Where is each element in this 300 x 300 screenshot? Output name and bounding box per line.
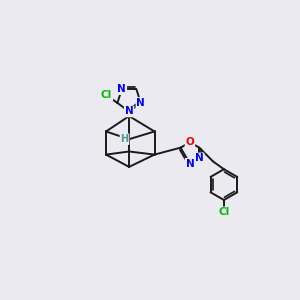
Text: N: N: [186, 159, 194, 169]
Text: N: N: [195, 153, 204, 164]
Text: N: N: [136, 98, 145, 108]
Text: Cl: Cl: [101, 90, 112, 100]
Text: N: N: [118, 84, 126, 94]
Text: O: O: [186, 137, 194, 147]
Text: Cl: Cl: [218, 207, 230, 217]
Text: N: N: [125, 106, 134, 116]
Text: H: H: [120, 134, 129, 144]
